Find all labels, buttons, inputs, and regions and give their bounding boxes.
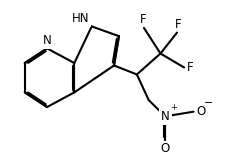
Text: HN: HN <box>72 12 89 25</box>
Text: F: F <box>139 13 146 26</box>
Text: F: F <box>175 18 181 31</box>
Text: F: F <box>186 61 193 74</box>
Text: −: − <box>203 98 213 108</box>
Text: N: N <box>161 110 170 123</box>
Text: O: O <box>196 105 206 118</box>
Text: +: + <box>170 103 177 112</box>
Text: O: O <box>160 142 170 155</box>
Text: N: N <box>43 34 51 47</box>
